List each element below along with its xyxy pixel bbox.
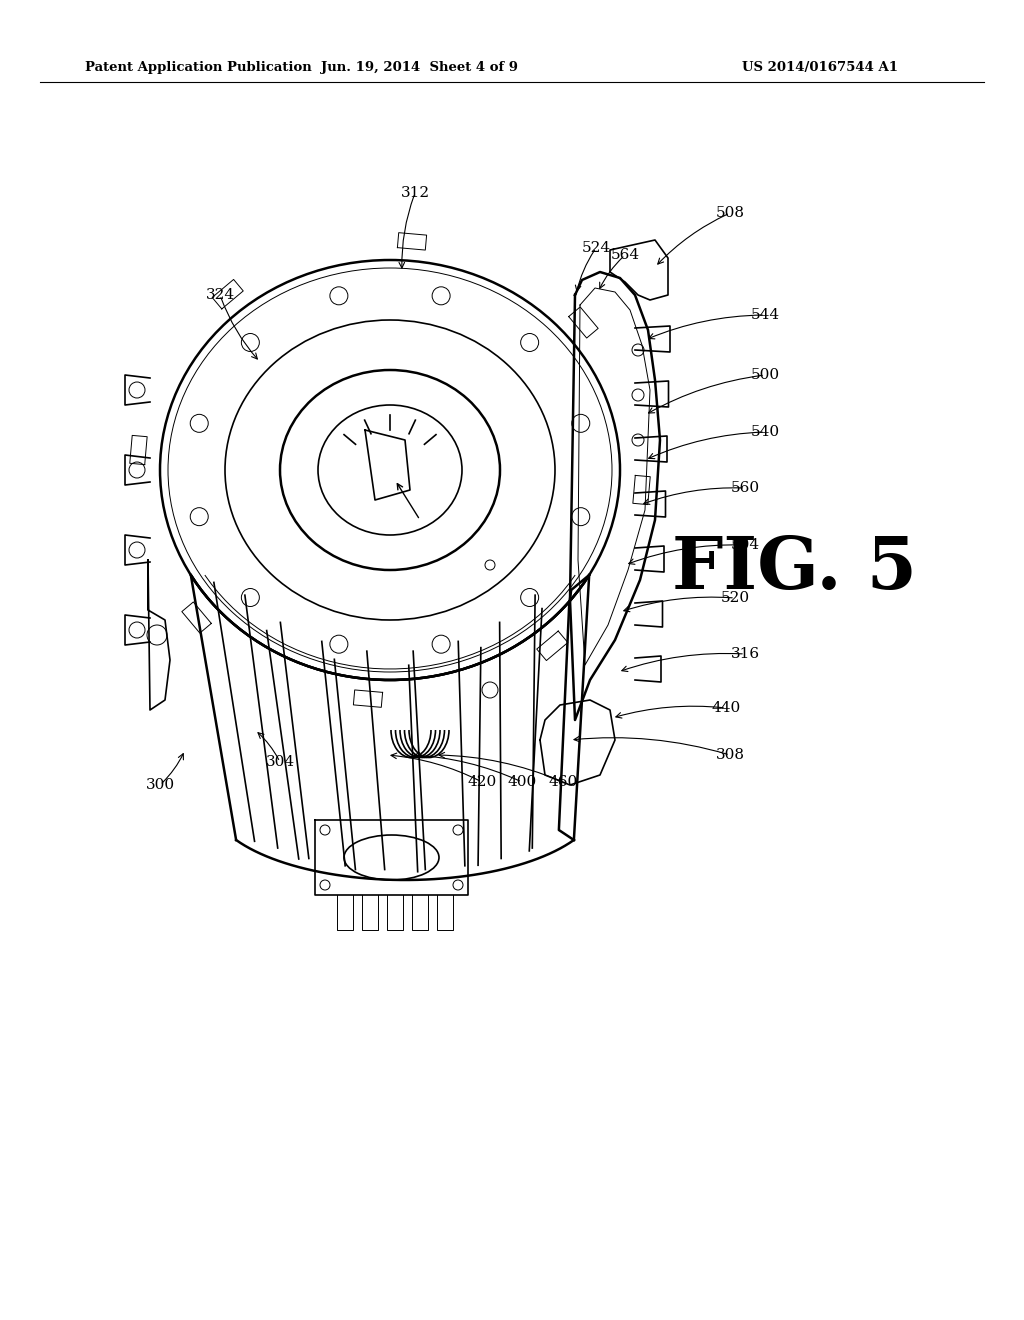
- Text: 312: 312: [400, 186, 429, 201]
- Text: 308: 308: [716, 748, 744, 762]
- Text: 500: 500: [751, 368, 779, 381]
- Text: 316: 316: [730, 647, 760, 661]
- Text: 544: 544: [751, 308, 779, 322]
- Text: 564: 564: [610, 248, 640, 261]
- Text: 560: 560: [730, 480, 760, 495]
- Text: FIG. 5: FIG. 5: [673, 532, 918, 603]
- Text: 520: 520: [721, 591, 750, 605]
- Text: 508: 508: [716, 206, 744, 220]
- Text: 540: 540: [751, 425, 779, 440]
- Text: 304: 304: [265, 755, 295, 770]
- Text: 460: 460: [549, 775, 578, 789]
- Text: 420: 420: [467, 775, 497, 789]
- Text: 524: 524: [582, 242, 610, 255]
- Text: 504: 504: [730, 539, 760, 552]
- Text: 300: 300: [145, 777, 174, 792]
- Text: US 2014/0167544 A1: US 2014/0167544 A1: [742, 62, 898, 74]
- Text: 440: 440: [712, 701, 740, 715]
- Text: 400: 400: [507, 775, 537, 789]
- Text: Jun. 19, 2014  Sheet 4 of 9: Jun. 19, 2014 Sheet 4 of 9: [322, 62, 518, 74]
- Text: 324: 324: [206, 288, 234, 302]
- Text: Patent Application Publication: Patent Application Publication: [85, 62, 311, 74]
